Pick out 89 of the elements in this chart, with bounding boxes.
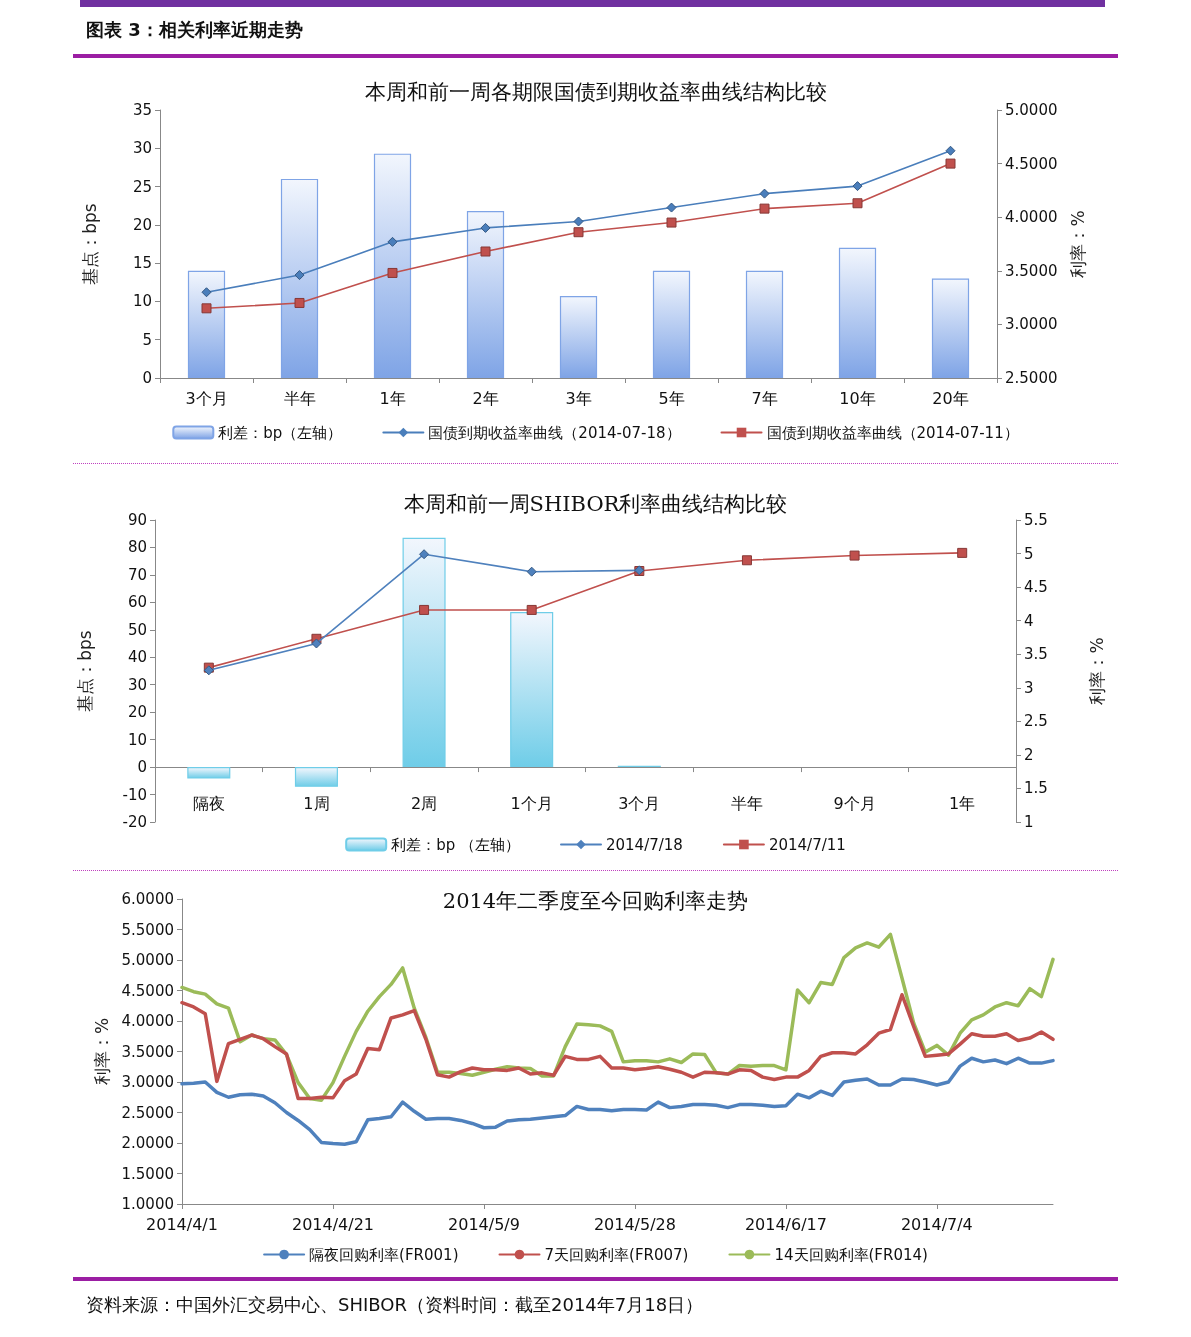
y-tick-label: 5.5000 bbox=[121, 920, 174, 939]
y-tick-label: 60 bbox=[127, 593, 147, 612]
y-tick-label: 15 bbox=[132, 254, 152, 273]
y-tick-label: 20 bbox=[127, 703, 147, 722]
x-tick-label: 3年 bbox=[565, 388, 592, 408]
legend-label: 2014/7/11 bbox=[768, 835, 846, 854]
y-tick-label: 6.0000 bbox=[121, 890, 174, 908]
y2-tick-label: 3 bbox=[1024, 678, 1034, 697]
y-axis-title: 基点：bps bbox=[79, 203, 100, 285]
y-tick-label: 70 bbox=[127, 565, 147, 584]
x-tick-label: 隔夜 bbox=[192, 793, 225, 813]
legend-label: 利差：bp （左轴） bbox=[391, 835, 520, 854]
y-tick-label: 10 bbox=[132, 292, 152, 311]
x-tick-label: 2014/5/28 bbox=[593, 1214, 676, 1234]
y2-tick-label: 4.5 bbox=[1024, 578, 1048, 597]
y2-tick-label: 4 bbox=[1024, 611, 1034, 630]
y-tick-label: 20 bbox=[132, 215, 152, 234]
y-tick-label: 80 bbox=[127, 538, 147, 557]
x-tick-label: 半年 bbox=[730, 793, 763, 813]
x-tick-label: 20年 bbox=[932, 388, 969, 408]
y-tick-label: 5 bbox=[142, 330, 152, 349]
x-tick-label: 2014/5/9 bbox=[448, 1214, 520, 1234]
y-tick-label: 3.5000 bbox=[121, 1042, 174, 1061]
y2-tick-label: 5.5 bbox=[1024, 511, 1048, 529]
y2-tick-label: 3.5 bbox=[1024, 645, 1048, 664]
legend-label: 7天回购利率(FR007) bbox=[544, 1245, 689, 1264]
legend-label: 14天回购利率(FR014) bbox=[774, 1245, 928, 1264]
x-tick-label: 2014/4/21 bbox=[291, 1214, 374, 1234]
y2-tick-label: 1 bbox=[1024, 813, 1034, 831]
y2-tick-label: 5.0000 bbox=[1005, 101, 1058, 119]
y-tick-label: -20 bbox=[122, 813, 147, 831]
x-tick-label: 1周 bbox=[303, 793, 330, 813]
y2-tick-label: 5 bbox=[1024, 544, 1034, 563]
y-tick-label: 1.5000 bbox=[121, 1164, 174, 1183]
y-tick-label: 2.0000 bbox=[121, 1134, 174, 1152]
x-tick-label: 9个月 bbox=[833, 793, 876, 813]
x-tick-label: 2014/4/1 bbox=[146, 1214, 218, 1234]
chart-title: 2014年二季度至今回购利率走势 bbox=[442, 888, 749, 913]
y-tick-label: 30 bbox=[127, 675, 147, 694]
chart-title: 本周和前一周各期限国债到期收益率曲线结构比较 bbox=[364, 79, 827, 104]
y2-tick-label: 4.0000 bbox=[1005, 208, 1058, 227]
x-tick-label: 1年 bbox=[949, 793, 976, 813]
y-tick-label: 4.0000 bbox=[121, 1012, 174, 1030]
y-tick-label: 50 bbox=[127, 620, 147, 639]
legend-label: 国债到期收益率曲线（2014-07-11） bbox=[766, 423, 1019, 442]
x-tick-label: 2周 bbox=[410, 793, 438, 813]
y-tick-label: 25 bbox=[132, 177, 152, 196]
y2-tick-label: 3.0000 bbox=[1005, 315, 1058, 334]
x-tick-label: 3个月 bbox=[185, 388, 228, 408]
y-axis-title: 基点：bps bbox=[74, 630, 95, 712]
legend-label: 隔夜回购利率(FR001) bbox=[309, 1245, 459, 1264]
x-tick-label: 2014/6/17 bbox=[744, 1214, 827, 1234]
y-tick-label: 40 bbox=[127, 648, 147, 667]
legend-label: 国债到期收益率曲线（2014-07-18） bbox=[428, 423, 681, 442]
y-tick-label: 3.0000 bbox=[121, 1073, 174, 1091]
x-tick-label: 2014/7/4 bbox=[900, 1214, 973, 1234]
y2-axis-title: 利率：% bbox=[1086, 637, 1107, 705]
legend-label: 2014/7/18 bbox=[605, 835, 683, 854]
x-tick-label: 7年 bbox=[751, 388, 778, 408]
y-tick-label: 5.0000 bbox=[121, 951, 174, 969]
y-tick-label: 30 bbox=[132, 139, 152, 158]
x-tick-label: 半年 bbox=[283, 388, 316, 408]
y-axis-title: 利率：% bbox=[92, 1017, 113, 1086]
x-tick-label: 1个月 bbox=[510, 793, 553, 813]
chart-title: 本周和前一周SHIBOR利率曲线结构比较 bbox=[403, 491, 788, 516]
y2-tick-label: 2.5000 bbox=[1005, 369, 1058, 387]
y-tick-label: 10 bbox=[127, 730, 147, 749]
y-tick-label: 35 bbox=[132, 101, 152, 119]
y2-tick-label: 3.5000 bbox=[1005, 261, 1058, 280]
y-tick-label: 0 bbox=[142, 369, 152, 387]
y-tick-label: 2.5000 bbox=[121, 1103, 174, 1122]
y-tick-label: 0 bbox=[137, 758, 147, 777]
y-tick-label: 4.5000 bbox=[121, 981, 174, 1000]
x-tick-label: 10年 bbox=[839, 388, 876, 408]
text: 资料来源：中国外汇交易中心、SHIBOR（资料时间：截至2014年7月18日） bbox=[86, 1293, 704, 1317]
y2-axis-title: 利率：% bbox=[1067, 210, 1088, 278]
text: 图表 3：相关利率近期走势 bbox=[86, 18, 303, 42]
y2-tick-label: 1.5 bbox=[1024, 779, 1048, 798]
y-tick-label: 1.0000 bbox=[121, 1195, 174, 1213]
x-tick-label: 2年 bbox=[472, 388, 499, 408]
y-tick-label: -10 bbox=[122, 785, 147, 804]
x-tick-label: 5年 bbox=[658, 388, 685, 408]
y2-tick-label: 2 bbox=[1024, 745, 1034, 764]
y-tick-label: 90 bbox=[127, 511, 147, 529]
legend-label: 利差：bp（左轴） bbox=[218, 423, 343, 442]
x-tick-label: 1年 bbox=[379, 388, 406, 408]
y2-tick-label: 4.5000 bbox=[1005, 154, 1058, 173]
y2-tick-label: 2.5 bbox=[1024, 712, 1048, 731]
x-tick-label: 3个月 bbox=[618, 793, 661, 813]
